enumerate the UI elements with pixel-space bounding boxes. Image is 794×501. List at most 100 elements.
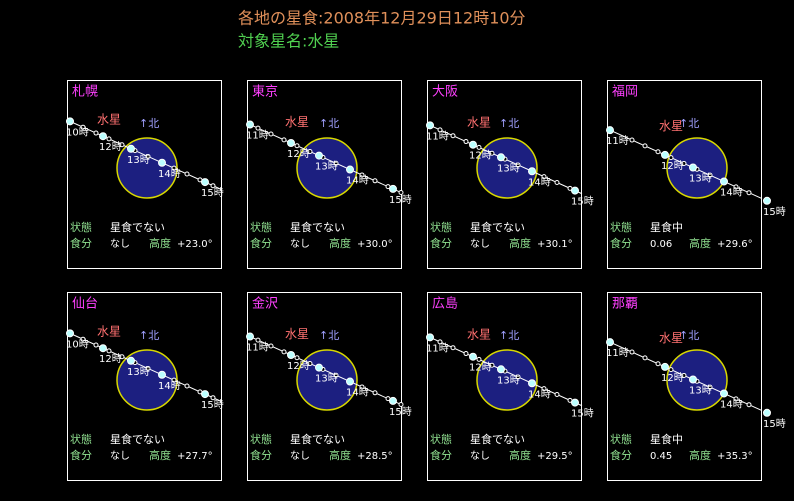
hour-dot	[661, 362, 669, 371]
hour-label: 10時	[66, 126, 89, 138]
track-dot	[450, 345, 456, 351]
track-dot	[307, 149, 313, 155]
track-dot	[145, 365, 151, 371]
track-dot	[145, 153, 151, 159]
fraction-value: なし	[110, 450, 130, 462]
fraction-value: なし	[290, 238, 310, 250]
hour-label: 14時	[346, 175, 369, 187]
hour-label: 12時	[287, 148, 310, 160]
hour-dot	[389, 396, 397, 405]
track-dot	[210, 183, 216, 189]
hour-dot	[127, 144, 135, 153]
hour-dot	[571, 186, 579, 195]
hour-dot	[528, 379, 536, 388]
fraction-label: 食分	[70, 448, 92, 462]
track-dot	[93, 342, 99, 348]
track-dot	[106, 136, 112, 142]
status-label: 状態	[430, 432, 452, 446]
track-dot	[489, 362, 495, 368]
track-dot	[106, 348, 112, 354]
altitude-label: 高度	[329, 448, 351, 462]
hour-dot	[315, 151, 323, 160]
hour-dot	[246, 332, 254, 341]
hour-label: 13時	[689, 173, 712, 185]
track-dot	[642, 355, 648, 361]
panel	[247, 292, 402, 481]
hour-dot	[201, 178, 209, 187]
track-dot	[307, 361, 313, 367]
hour-dot	[469, 352, 477, 361]
hour-label: 14時	[528, 176, 551, 188]
hour-dot	[469, 140, 477, 149]
hour-dot	[287, 139, 295, 147]
track-dot	[210, 395, 216, 401]
panel	[607, 80, 762, 269]
north-label: ↑北	[679, 117, 699, 130]
altitude-label: 高度	[689, 448, 711, 462]
panel	[67, 292, 222, 481]
track-dot	[80, 336, 86, 342]
location-name: 東京	[252, 84, 278, 100]
track-dot	[268, 343, 274, 349]
track-dot	[554, 180, 560, 185]
track-dot	[255, 125, 261, 131]
fraction-value: 0.06	[650, 239, 672, 250]
hour-dot	[720, 389, 728, 398]
north-label: ↑北	[319, 329, 339, 342]
hour-dot	[606, 338, 614, 347]
track-dot	[171, 377, 177, 383]
hour-label: 14時	[158, 380, 181, 392]
hour-label: 14時	[720, 186, 743, 198]
hour-dot	[315, 363, 323, 372]
hour-label: 13時	[315, 373, 338, 385]
hour-label: 13時	[497, 374, 520, 386]
location-name: 那覇	[612, 297, 638, 312]
track-dot	[515, 162, 521, 168]
track-dot	[294, 355, 300, 361]
track-dot	[333, 372, 339, 378]
planet-label: 水星	[467, 328, 491, 342]
planet-label: 水星	[659, 331, 683, 345]
hour-label: 14時	[528, 388, 551, 400]
track-dot	[655, 361, 661, 367]
hour-label: 12時	[661, 160, 684, 172]
altitude-value: +29.6°	[717, 239, 753, 250]
location-name: 札幌	[72, 84, 98, 100]
hour-dot	[66, 329, 74, 338]
track-dot	[372, 178, 378, 184]
fraction-label: 食分	[70, 236, 92, 250]
north-label: ↑北	[679, 329, 699, 342]
panel	[427, 80, 582, 269]
altitude-label: 高度	[509, 448, 531, 462]
hour-label: 11時	[426, 130, 449, 142]
moon	[116, 137, 178, 199]
track-dot	[184, 171, 190, 177]
track-dot	[681, 372, 687, 378]
track-dot	[541, 386, 547, 392]
hour-dot	[346, 377, 354, 386]
hour-dot	[426, 121, 434, 130]
altitude-value: +30.1°	[537, 239, 573, 250]
hour-dot	[571, 398, 579, 407]
altitude-value: +27.7°	[177, 451, 213, 462]
hour-label: 11時	[606, 135, 629, 147]
north-label: ↑北	[139, 117, 159, 130]
hour-dot	[689, 375, 697, 384]
hour-label: 13時	[497, 162, 520, 174]
hour-label: 12時	[469, 150, 492, 162]
hour-dot	[720, 177, 728, 186]
track	[66, 331, 223, 403]
track-dot	[746, 402, 752, 408]
track-dot	[629, 349, 635, 355]
track-dot	[733, 184, 739, 190]
status-value: 星食でない	[470, 432, 525, 446]
altitude-value: +30.0°	[357, 239, 393, 250]
hour-dot	[661, 150, 669, 159]
hour-dot	[158, 158, 166, 167]
track-dot	[629, 137, 635, 143]
track-dot	[398, 402, 404, 407]
track-dot	[93, 130, 99, 136]
hour-label: 11時	[606, 347, 629, 359]
hour-label: 13時	[315, 161, 338, 173]
